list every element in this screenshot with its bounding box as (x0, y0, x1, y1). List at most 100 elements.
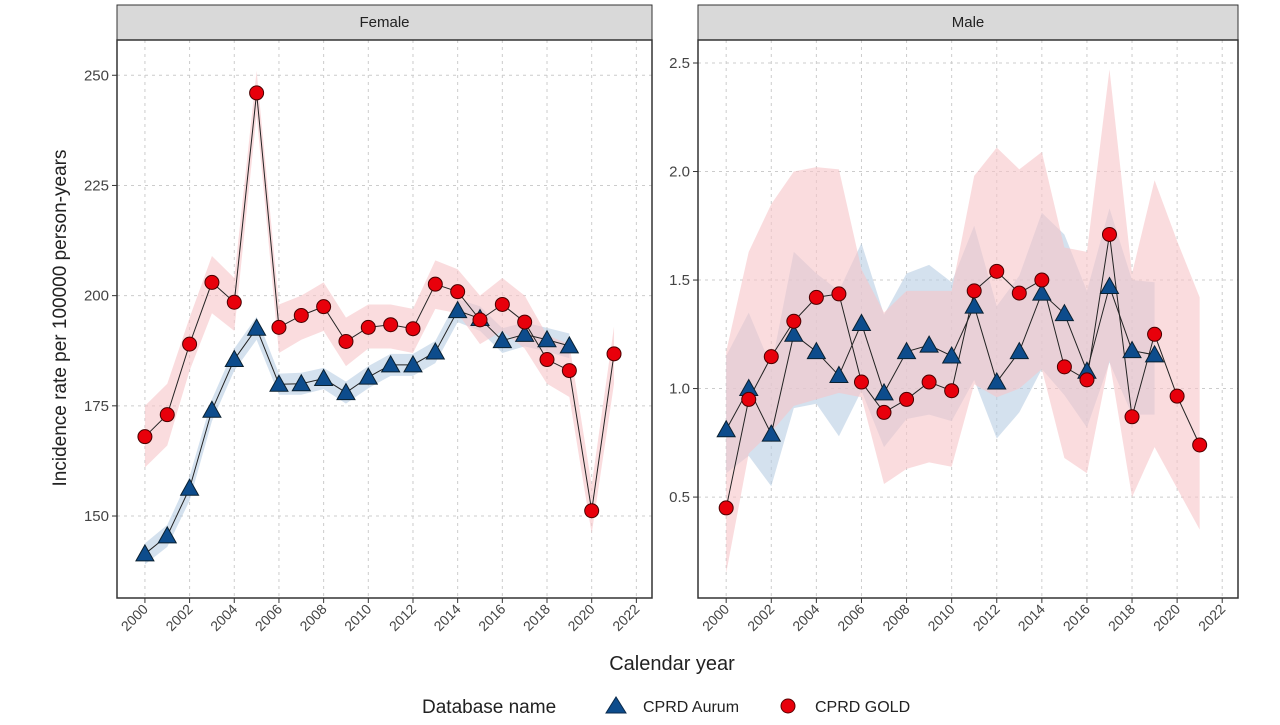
point-gold (1169, 388, 1185, 404)
x-tick-label: 2020 (564, 601, 597, 634)
point-gold (1079, 372, 1095, 388)
x-axis-label: Calendar year (609, 653, 735, 675)
point-aurum (358, 367, 379, 385)
point-gold (561, 363, 577, 379)
point-gold (137, 429, 153, 445)
point-aurum (313, 368, 334, 387)
x-tick-label: 2022 (609, 601, 642, 634)
legend-label-aurum: CPRD Aurum (643, 699, 739, 716)
x-tick-label: 2000 (699, 601, 732, 634)
point-gold (204, 274, 220, 290)
point-aurum (1144, 344, 1165, 363)
x-tick-label: 2004 (207, 601, 240, 634)
point-aurum (537, 329, 557, 348)
point-gold (494, 296, 510, 312)
x-tick-label: 2010 (924, 601, 957, 634)
point-aurum (964, 296, 985, 314)
point-aurum (986, 372, 1007, 390)
strip-label: Male (952, 14, 985, 31)
point-gold (808, 289, 824, 305)
point-aurum (1009, 341, 1030, 360)
point-gold (1147, 326, 1163, 342)
point-gold (876, 404, 892, 420)
y-tick-label: 225 (84, 177, 109, 194)
point-aurum (761, 424, 782, 442)
ci-band-cprd-gold (726, 69, 1200, 574)
point-gold (293, 307, 309, 323)
point-gold (831, 286, 847, 302)
point-gold (182, 336, 198, 352)
point-gold (450, 284, 466, 300)
panel-male: Male 2000 2002 2004 2006 2008 2010 2012 2014 2016… (669, 4, 1239, 634)
x-tick-label: 2014 (430, 601, 463, 634)
x-tick-label: 2012 (386, 601, 419, 634)
series-line-cprd-gold (725, 234, 1201, 509)
point-aurum (851, 313, 872, 331)
point-aurum (492, 330, 513, 349)
point-gold (427, 276, 443, 292)
point-gold (472, 312, 488, 328)
point-aurum (1122, 340, 1142, 359)
y-tick-label: 250 (84, 67, 109, 84)
x-tick-label: 2008 (296, 601, 329, 634)
point-gold (606, 346, 622, 362)
legend-triangle-icon (605, 696, 627, 714)
x-tick-label: 2018 (1105, 601, 1138, 634)
point-aurum (559, 335, 580, 354)
point-aurum (380, 354, 401, 373)
legend: Database name CPRD Aurum CPRD GOLD (422, 696, 910, 718)
strip-header (116, 4, 653, 41)
x-tick-label: 2012 (970, 601, 1003, 634)
x-tick-label: 2002 (744, 601, 777, 634)
point-aurum (806, 341, 827, 360)
x-tick-label: 2016 (1060, 601, 1093, 634)
point-aurum (224, 349, 245, 368)
point-aurum (447, 300, 468, 319)
point-gold (1034, 272, 1050, 288)
point-gold (226, 294, 242, 310)
point-gold (899, 391, 915, 407)
point-aurum (425, 342, 446, 360)
point-gold (763, 349, 779, 365)
point-aurum (783, 324, 804, 342)
y-tick-label: 0.5 (669, 489, 690, 506)
point-aurum (157, 525, 178, 544)
point-gold (159, 407, 175, 423)
point-gold (271, 319, 287, 335)
y-tick-label: 200 (84, 288, 109, 305)
y-tick-label: 150 (84, 508, 109, 525)
point-aurum (874, 382, 894, 401)
point-gold (1192, 437, 1208, 453)
point-aurum (829, 365, 849, 384)
panel-female: Female 2000 2002 2004 2006 2008 2010 2012 2014 20… (84, 4, 653, 634)
x-tick-label: 2004 (789, 601, 822, 634)
point-gold (786, 313, 802, 329)
point-gold (1101, 226, 1117, 242)
x-tick-label: 2002 (162, 601, 195, 634)
point-aurum (291, 373, 312, 392)
x-tick-label: 2008 (879, 601, 912, 634)
point-aurum (246, 318, 267, 336)
series-line-cprd-gold (144, 92, 615, 511)
point-aurum (202, 400, 222, 418)
y-tick-label: 2.0 (669, 164, 690, 181)
y-tick-label: 1.5 (669, 272, 690, 289)
point-aurum (941, 345, 962, 364)
point-aurum (1054, 303, 1075, 322)
point-gold (989, 263, 1005, 279)
point-gold (584, 503, 600, 519)
x-tick-label: 2020 (1150, 601, 1183, 634)
point-aurum (269, 374, 289, 392)
x-tick-label: 2014 (1015, 601, 1048, 634)
point-aurum (1099, 276, 1120, 295)
x-tick-label: 2016 (475, 601, 508, 634)
strip-label: Female (359, 14, 409, 31)
x-tick-label: 2022 (1195, 601, 1228, 634)
x-tick-label: 2018 (520, 601, 553, 634)
point-gold (741, 391, 757, 407)
x-tick-label: 2006 (252, 601, 285, 634)
point-gold (405, 321, 421, 337)
legend-circle-icon (780, 698, 796, 714)
point-aurum (1031, 283, 1052, 301)
